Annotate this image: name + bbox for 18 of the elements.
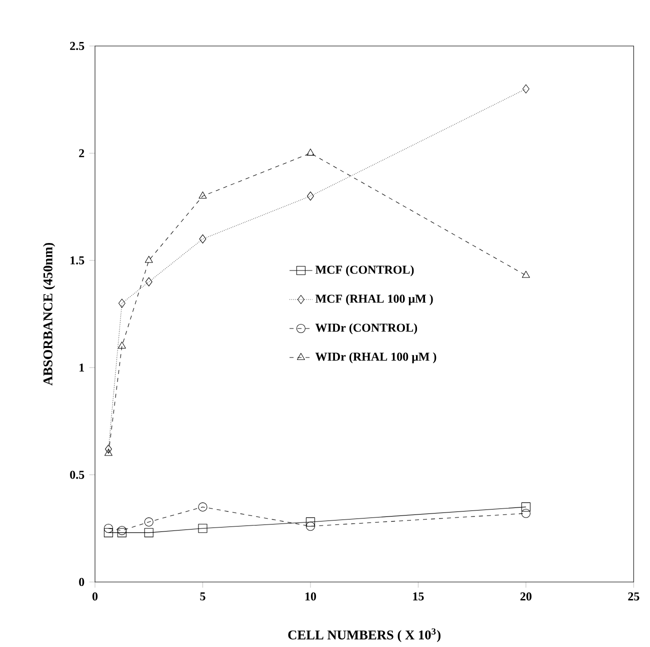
x-tick-label: 10 bbox=[305, 592, 316, 601]
y-axis-title: ABSORBANCE (450nm) bbox=[43, 243, 56, 386]
legend-label: MCF (CONTROL) bbox=[315, 266, 414, 276]
x-tick-label: 20 bbox=[520, 592, 532, 601]
x-axis-title: CELL NUMBERS ( X 10$^{3}$) bbox=[288, 628, 440, 642]
legend-label: WIDr (RHAL 100 μM ) bbox=[315, 352, 436, 364]
y-tick-label: 0.5 bbox=[70, 470, 84, 480]
y-tick-label: 0 bbox=[79, 578, 84, 586]
y-tick-label: 1 bbox=[80, 364, 84, 372]
legend-label: WIDr (CONTROL) bbox=[315, 324, 418, 334]
legend-label: MCF (RHAL 100 μM ) bbox=[315, 294, 433, 306]
x-tick-label: 5 bbox=[200, 592, 206, 601]
x-tick-label: 0 bbox=[92, 592, 98, 601]
y-tick-label: 2.5 bbox=[70, 42, 84, 50]
x-tick-label: 25 bbox=[628, 592, 640, 601]
y-tick-label: 2 bbox=[79, 149, 84, 158]
x-tick-label: 15 bbox=[413, 592, 424, 601]
y-tick-label: 1.5 bbox=[70, 256, 84, 265]
